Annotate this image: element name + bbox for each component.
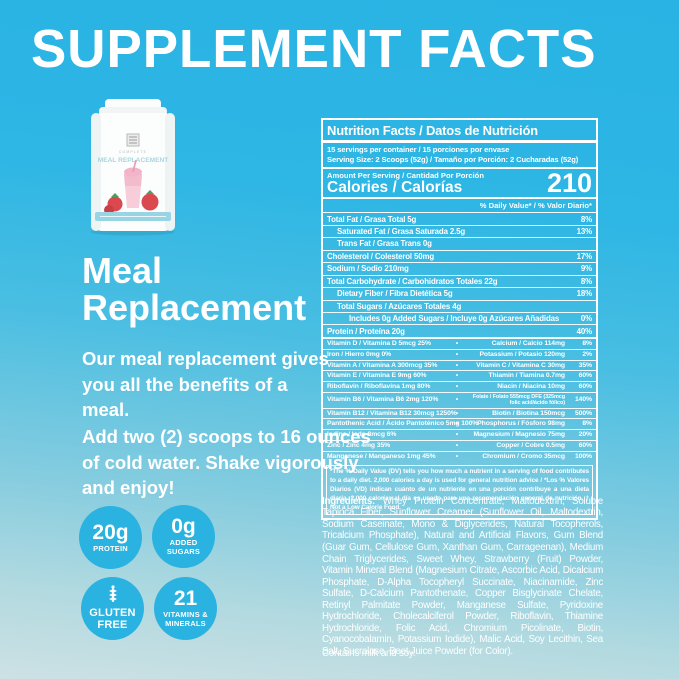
vitamin-row: Vitamin B12 / Vitamina B12 30mcg 1250% • … [323, 409, 596, 420]
daily-value-footnote: *The % Daily Value (DV) tells you how mu… [326, 464, 593, 516]
intro-paragraph-directions: Add two (2) scoops to 16 ounces of cold … [82, 426, 371, 499]
nutrient-row-total-carbohydrate: Total Carbohydrate / Carbohidratos Total… [323, 276, 596, 289]
ingredients-label: Ingredients: [322, 495, 376, 507]
vitamin-row: Iodine / Iodo 8mcg 6% • Magnesium / Magne… [323, 430, 596, 442]
serving-size: Serving Size: 2 Scoops (52g) / Tamaño po… [327, 154, 579, 164]
bullet-separator: • [455, 361, 458, 369]
bullet-separator: • [455, 442, 458, 450]
vitamin-row: Vitamin D / Vitamina D 5mcg 25% • Calcium… [323, 339, 596, 350]
nutrient-row-protein: Protein / Proteína 20g 40% [323, 325, 596, 339]
servings-per-container: 15 servings per container / 15 porciones… [327, 145, 510, 154]
vitamin-row: Riboflavin / Riboflavina 1mg 80% • Niacin… [323, 382, 596, 393]
daily-value-header: % Daily Value* / % Valor Diario* [323, 199, 596, 214]
meal-replacement-tub-illustration: COMPLETE MEAL REPLACEMENT [91, 99, 175, 236]
nutrition-facts-title: Nutrition Facts / Datos de Nutrición [323, 120, 596, 143]
badge-value: 0g [171, 515, 196, 539]
badge-label: GLUTEN FREE [89, 607, 136, 631]
wheat-icon [105, 585, 121, 607]
product-small-text: COMPLETE [119, 150, 147, 154]
nutrient-row-total-sugars: Total Sugars / Azúcares Totales 4g [323, 301, 596, 313]
nutrient-row-sodium: Sodium / Sodio 210mg 9% [323, 263, 596, 276]
badge-value: 21 [173, 587, 198, 611]
badge-value: 20g [92, 520, 129, 544]
bullet-separator: • [455, 409, 458, 417]
nutrient-row-cholesterol: Cholesterol / Colesterol 50mg 17% [323, 251, 596, 264]
calories-label: Calories / Calorías [327, 179, 463, 197]
bullet-separator: • [455, 420, 458, 428]
nutrient-row-saturated-fat: Saturated Fat / Grasa Saturada 2.5g 13% [323, 226, 596, 239]
calories-value: 210 [546, 167, 592, 198]
badge-protein: 20g PROTEIN [79, 506, 142, 569]
badge-label: VITAMINS & MINERALS [163, 610, 208, 628]
ingredients-paragraph: Ingredients: Whey Protein Concentrate, M… [322, 496, 603, 658]
nutrient-row-added-sugars: Includes 0g Added Sugars / Incluye 0g Az… [323, 313, 596, 326]
allergen-statement: Contains milk and soy. [322, 648, 416, 659]
nutrition-facts-panel: Nutrition Facts / Datos de Nutrición 15 … [321, 118, 598, 521]
vitamin-row: Vitamin A / Vitamina A 300mcg 35% • Vitam… [323, 361, 596, 372]
bullet-separator: • [455, 452, 458, 460]
vitamin-row: Pantothenic Acid / Ácido Pantoténico 5mg… [323, 419, 596, 431]
bullet-separator: • [455, 372, 458, 380]
intro-paragraph-benefits: Our meal replacement gives you all the b… [82, 348, 329, 421]
product-image: COMPLETE MEAL REPLACEMENT [80, 98, 186, 236]
vitamin-row: Iron / Hierro 0mg 0% • Potassium / Potasi… [323, 350, 596, 361]
bullet-separator: • [455, 383, 458, 391]
bullet-separator: • [455, 431, 458, 439]
bullet-separator: • [455, 350, 458, 358]
vitamin-row: Vitamin E / Vitamina E 9mg 60% • Thiamin … [323, 371, 596, 383]
badge-label: ADDED SUGARS [166, 538, 201, 556]
bullet-separator: • [455, 396, 458, 404]
vitamin-row: Manganese / Manganeso 1mg 45% • Chromium … [327, 452, 592, 460]
badge-added-sugars: 0g ADDED SUGARS [152, 505, 215, 568]
badge-gluten-free: GLUTEN FREE [81, 577, 144, 640]
amount-per-serving-label: Amount Per Serving / Cantidad Por Porció… [327, 171, 484, 181]
nutrient-row-trans-fat: Trans Fat / Grasa Trans 0g [323, 238, 596, 251]
bullet-separator: • [455, 339, 458, 347]
product-name-text: MEAL REPLACEMENT [98, 157, 169, 164]
nutrient-row-total-fat: Total Fat / Grasa Total 5g 8% [323, 213, 596, 226]
servings-info: 15 servings per container / 15 porciones… [323, 143, 596, 169]
page-title: SUPPLEMENT FACTS [31, 19, 597, 79]
calories-section: Amount Per Serving / Cantidad Por Porció… [323, 169, 596, 200]
ingredients-text: Whey Protein Concentrate, Maltodextrin, … [322, 495, 603, 657]
strawberry [141, 193, 159, 211]
section-heading-meal-replacement: Meal Replacement [82, 250, 307, 329]
badge-vitamins-minerals: 21 VITAMINS & MINERALS [154, 577, 217, 640]
nutrient-row-dietary-fiber: Dietary Fiber / Fibra Dietética 5g 18% [323, 288, 596, 301]
vitamin-row-folate: Vitamin B6 / Vitamina B6 2mg 120% • Folat… [323, 393, 596, 409]
vitamin-row: Zinc / Zinc 4mg 35% • Copper / Cobre 0.5m… [323, 441, 596, 452]
badge-label: PROTEIN [93, 543, 128, 553]
